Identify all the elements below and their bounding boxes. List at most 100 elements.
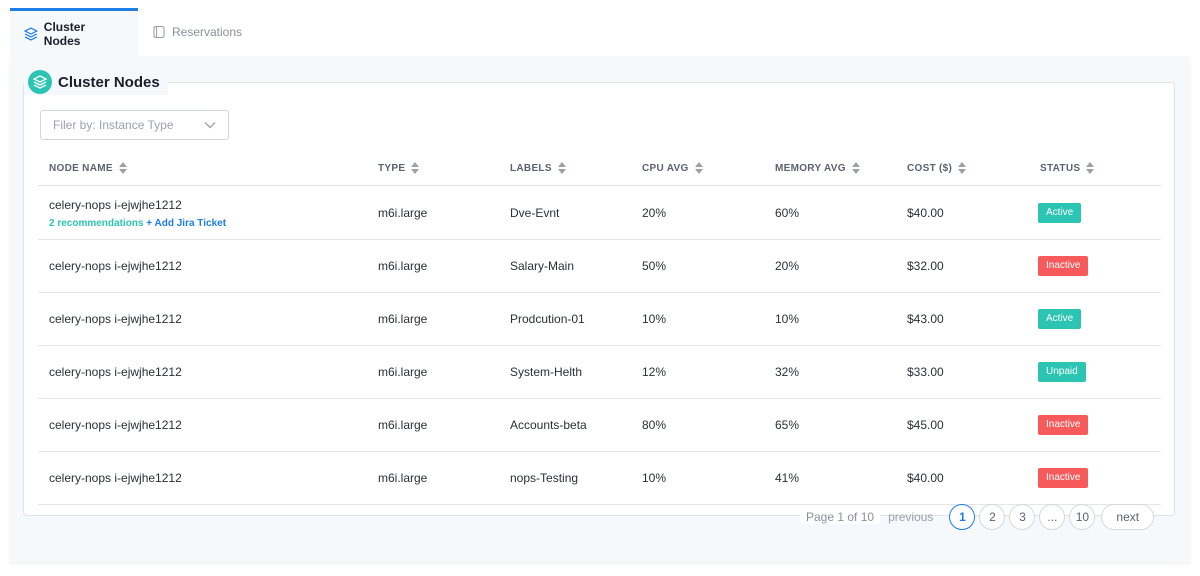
cpu-avg-cell: 12% bbox=[642, 365, 667, 379]
labels-cell: Salary-Main bbox=[510, 259, 575, 273]
cost-cell: $33.00 bbox=[907, 365, 944, 379]
type-cell: m6i.large bbox=[378, 312, 428, 326]
cluster-nodes-panel bbox=[23, 82, 1175, 516]
column-label: MEMORY AVG bbox=[775, 162, 846, 174]
column-header-status[interactable]: STATUS bbox=[1040, 150, 1095, 186]
node-name-cell: celery-nops i-ejwjhe1212 bbox=[49, 399, 182, 451]
column-label: NODE NAME bbox=[49, 162, 113, 174]
memory-avg-cell: 60% bbox=[775, 206, 800, 220]
labels-cell: Dve-Evnt bbox=[510, 206, 560, 220]
cost-cell: $45.00 bbox=[907, 418, 944, 432]
pagination: Page 1 of 10 previous 1 2 3 ... 10 next bbox=[800, 503, 1155, 531]
node-name: celery-nops i-ejwjhe1212 bbox=[49, 418, 182, 432]
page-info: Page 1 of 10 bbox=[800, 510, 881, 524]
status-badge: Unpaid bbox=[1038, 362, 1086, 382]
column-label: CPU AVG bbox=[642, 162, 689, 174]
layers-icon bbox=[28, 70, 52, 94]
cpu-avg-cell: 50% bbox=[642, 259, 667, 273]
page-button-10[interactable]: 10 bbox=[1069, 504, 1096, 530]
table-row[interactable]: celery-nops i-ejwjhe1212 m6i.large Syste… bbox=[38, 346, 1161, 399]
table-row[interactable]: celery-nops i-ejwjhe1212 m6i.large Salar… bbox=[38, 240, 1161, 293]
status-cell: Active bbox=[1038, 293, 1082, 345]
panel-title-text: Cluster Nodes bbox=[58, 73, 160, 91]
document-icon bbox=[153, 25, 165, 39]
column-header-labels[interactable]: LABELS bbox=[510, 150, 566, 186]
sort-icon bbox=[958, 162, 967, 174]
memory-avg-cell: 32% bbox=[775, 365, 800, 379]
node-name: celery-nops i-ejwjhe1212 bbox=[49, 259, 182, 273]
labels-cell: nops-Testing bbox=[510, 471, 579, 485]
cost-cell: $40.00 bbox=[907, 471, 944, 485]
memory-avg-cell: 10% bbox=[775, 312, 800, 326]
cost-cell: $43.00 bbox=[907, 312, 944, 326]
page-button-3[interactable]: 3 bbox=[1009, 504, 1036, 530]
add-jira-ticket-link[interactable]: + Add Jira Ticket bbox=[146, 217, 227, 229]
node-name-cell: celery-nops i-ejwjhe1212 2 recommendatio… bbox=[49, 187, 226, 239]
labels-cell: System-Helth bbox=[510, 365, 583, 379]
tab-label: Reservations bbox=[172, 25, 243, 39]
column-header-type[interactable]: TYPE bbox=[378, 150, 420, 186]
type-cell: m6i.large bbox=[378, 206, 428, 220]
status-cell: Inactive bbox=[1038, 240, 1089, 292]
previous-button[interactable]: previous bbox=[888, 510, 934, 524]
layers-icon bbox=[24, 26, 38, 41]
memory-avg-cell: 20% bbox=[775, 259, 800, 273]
instance-type-filter[interactable]: Filer by: Instance Type bbox=[40, 110, 229, 140]
cost-cell: $40.00 bbox=[907, 206, 944, 220]
content-area bbox=[10, 56, 1190, 562]
page-button-2[interactable]: 2 bbox=[979, 504, 1006, 530]
status-cell: Inactive bbox=[1038, 399, 1089, 451]
table-row[interactable]: celery-nops i-ejwjhe1212 m6i.large nops-… bbox=[38, 452, 1161, 505]
next-button[interactable]: next bbox=[1101, 504, 1155, 530]
status-badge: Inactive bbox=[1038, 415, 1089, 435]
column-header-cpu-avg[interactable]: CPU AVG bbox=[642, 150, 703, 186]
tab-cluster-nodes[interactable]: Cluster Nodes bbox=[10, 8, 138, 56]
tab-reservations[interactable]: Reservations bbox=[138, 8, 256, 56]
labels-cell: Accounts-beta bbox=[510, 418, 587, 432]
column-label: STATUS bbox=[1040, 162, 1081, 174]
recommendations-link[interactable]: 2 recommendations bbox=[49, 217, 144, 229]
panel-title: Cluster Nodes bbox=[24, 69, 168, 95]
column-label: TYPE bbox=[378, 162, 406, 174]
cost-cell: $32.00 bbox=[907, 259, 944, 273]
table-row[interactable]: celery-nops i-ejwjhe1212 2 recommendatio… bbox=[38, 187, 1161, 240]
node-name-cell: celery-nops i-ejwjhe1212 bbox=[49, 452, 182, 504]
cpu-avg-cell: 10% bbox=[642, 312, 667, 326]
node-name: celery-nops i-ejwjhe1212 bbox=[49, 197, 182, 212]
type-cell: m6i.large bbox=[378, 365, 428, 379]
status-cell: Unpaid bbox=[1038, 346, 1086, 398]
status-badge: Active bbox=[1038, 309, 1082, 329]
filter-placeholder: Filer by: Instance Type bbox=[53, 118, 174, 132]
column-header-memory-avg[interactable]: MEMORY AVG bbox=[775, 150, 860, 186]
table-header: NODE NAME TYPE LABELS CPU AVG MEMORY AVG… bbox=[38, 150, 1161, 186]
status-badge: Active bbox=[1038, 203, 1082, 223]
node-name: celery-nops i-ejwjhe1212 bbox=[49, 471, 182, 485]
column-label: LABELS bbox=[510, 162, 552, 174]
column-header-cost[interactable]: COST ($) bbox=[907, 150, 967, 186]
table-row[interactable]: celery-nops i-ejwjhe1212 m6i.large Prodc… bbox=[38, 293, 1161, 346]
page-ellipsis-button[interactable]: ... bbox=[1039, 504, 1066, 530]
node-name-cell: celery-nops i-ejwjhe1212 bbox=[49, 240, 182, 292]
table-row[interactable]: celery-nops i-ejwjhe1212 m6i.large Accou… bbox=[38, 399, 1161, 452]
node-name: celery-nops i-ejwjhe1212 bbox=[49, 365, 182, 379]
status-badge: Inactive bbox=[1038, 256, 1089, 276]
type-cell: m6i.large bbox=[378, 259, 428, 273]
status-badge: Inactive bbox=[1038, 468, 1089, 488]
tab-label: Cluster Nodes bbox=[43, 19, 86, 48]
page-button-1[interactable]: 1 bbox=[949, 504, 976, 530]
node-name-cell: celery-nops i-ejwjhe1212 bbox=[49, 293, 182, 345]
chevron-down-icon bbox=[204, 122, 216, 129]
column-header-node-name[interactable]: NODE NAME bbox=[49, 150, 127, 186]
column-label: COST ($) bbox=[907, 162, 953, 174]
tab-bar: Cluster Nodes Reservations bbox=[10, 8, 256, 56]
node-name-cell: celery-nops i-ejwjhe1212 bbox=[49, 346, 182, 398]
sort-icon bbox=[1086, 162, 1095, 174]
type-cell: m6i.large bbox=[378, 418, 428, 432]
memory-avg-cell: 41% bbox=[775, 471, 800, 485]
cpu-avg-cell: 20% bbox=[642, 206, 667, 220]
sort-icon bbox=[694, 162, 703, 174]
sort-icon bbox=[411, 162, 420, 174]
status-cell: Active bbox=[1038, 187, 1082, 239]
sort-icon bbox=[557, 162, 566, 174]
type-cell: m6i.large bbox=[378, 471, 428, 485]
